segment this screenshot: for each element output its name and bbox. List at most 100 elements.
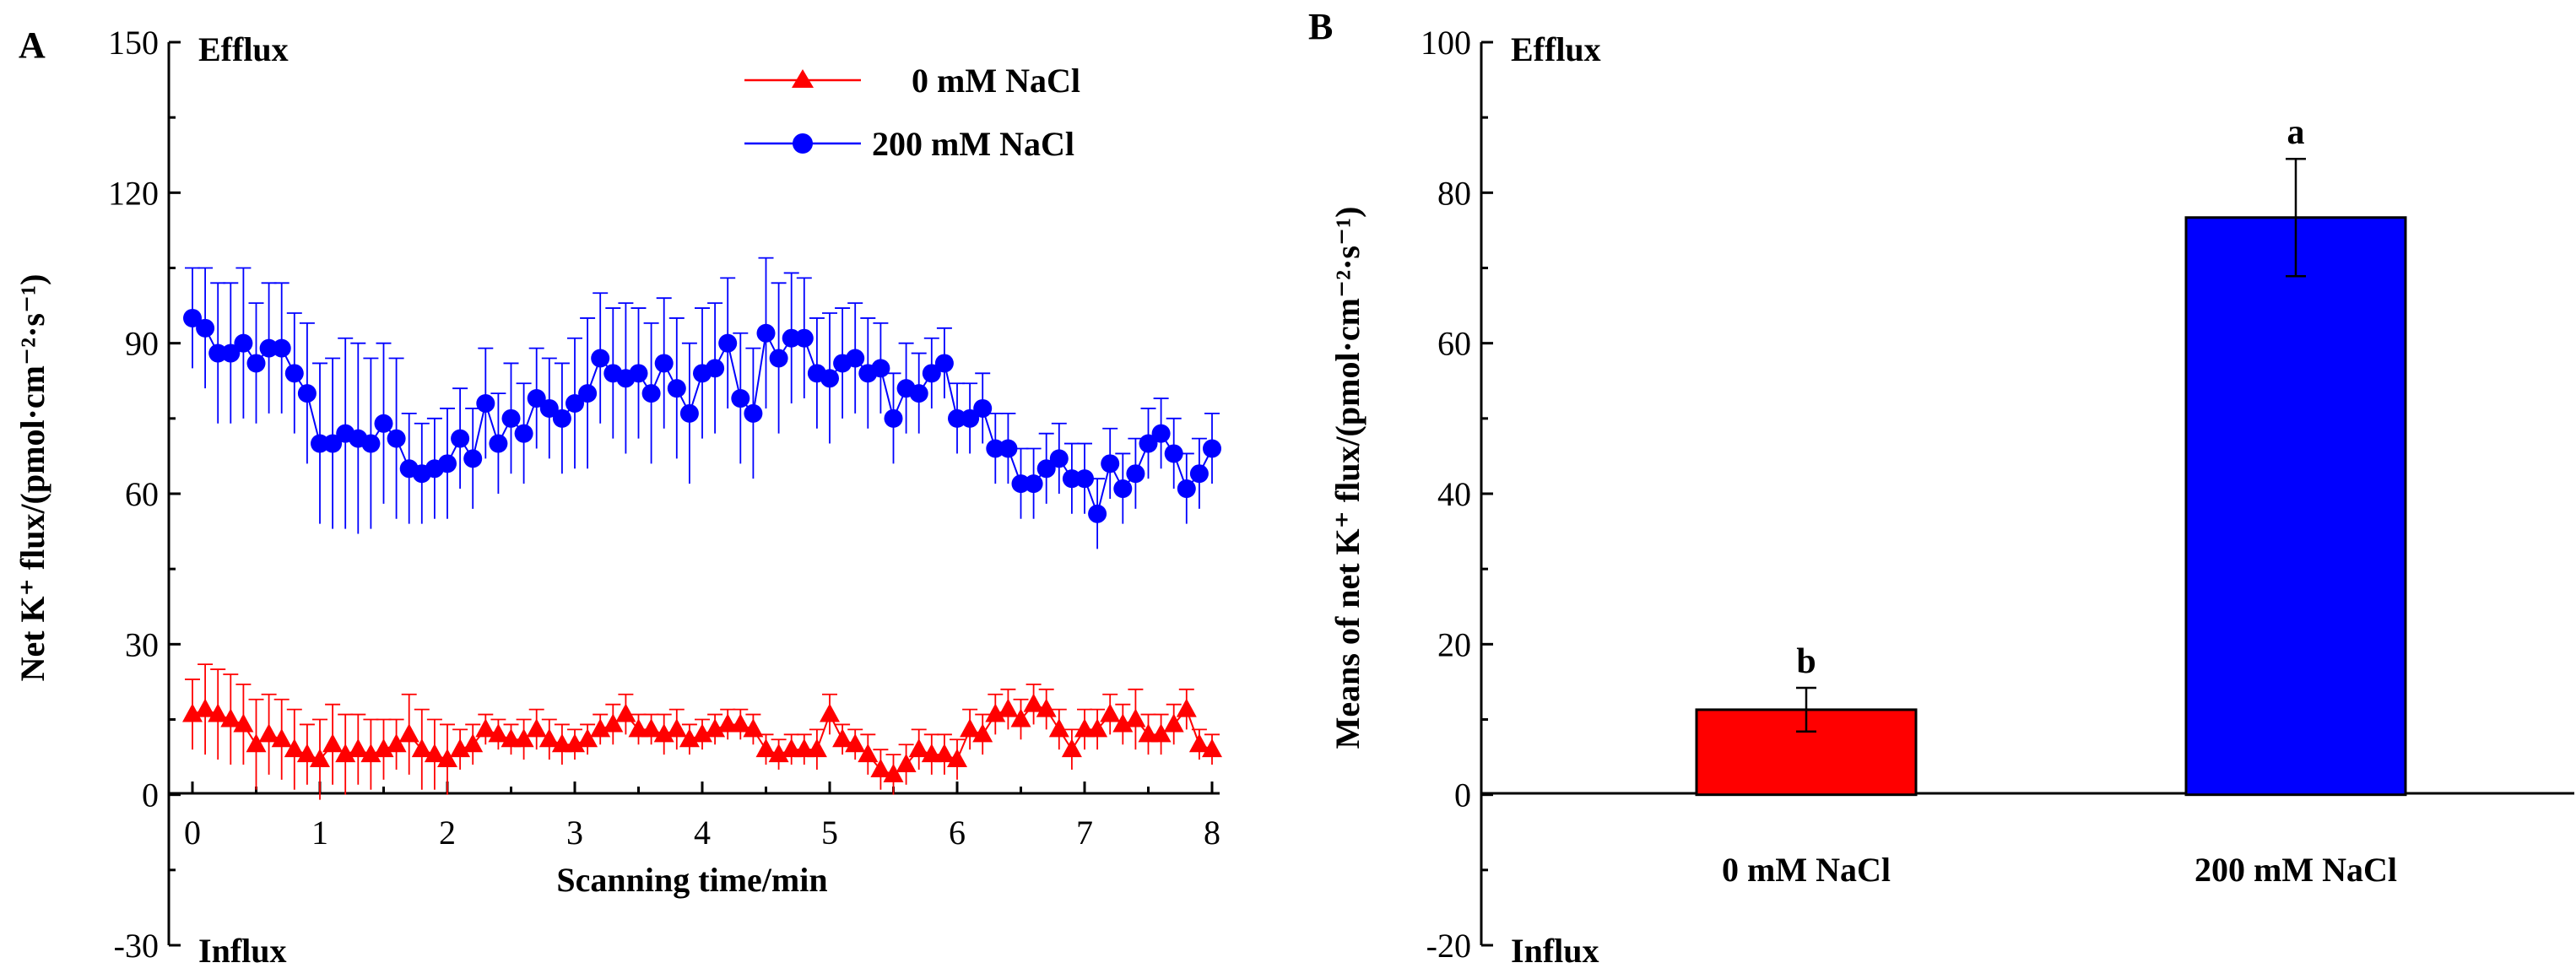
data-point	[744, 403, 763, 423]
data-point	[514, 424, 533, 443]
data-point	[1163, 713, 1184, 733]
data-point	[513, 728, 534, 748]
panel-b-label: B	[1308, 6, 1333, 47]
data-point	[985, 703, 1006, 722]
data-point	[629, 364, 648, 383]
data-point	[947, 749, 967, 768]
data-point	[488, 723, 509, 743]
panel-a-y-axis-title: Net K⁺ flux/(pmol·cm⁻²·s⁻¹)	[14, 274, 51, 682]
bar-category-label: 200 mM NaCl	[2194, 851, 2397, 889]
panel-a-y-tick-label: 60	[125, 475, 159, 513]
legend-label-200mm: 200 mM NaCl	[872, 125, 1074, 163]
data-point	[654, 354, 674, 373]
panel-a-y-tick-label: 150	[108, 24, 159, 62]
legend-label-0mm: 0 mM NaCl	[912, 62, 1080, 100]
data-point	[411, 738, 432, 758]
data-point	[348, 738, 369, 758]
data-point	[551, 733, 572, 753]
data-point	[1011, 474, 1031, 494]
panel-a-efflux-annotation: Efflux	[198, 30, 289, 68]
panel-a-influx-annotation: Influx	[198, 932, 287, 970]
data-point	[259, 338, 279, 358]
significance-letter: b	[1796, 642, 1816, 681]
bar-1	[2184, 216, 2407, 797]
data-point	[284, 364, 304, 383]
panel-a-x-tick-label: 1	[311, 814, 328, 852]
data-point	[884, 408, 903, 428]
data-point	[1061, 738, 1082, 758]
data-point	[883, 763, 904, 782]
data-point	[489, 434, 508, 453]
data-point	[986, 439, 1005, 458]
panel-b-y-ticks: -20 0 20 40 60 80 100	[1421, 24, 1493, 965]
data-point	[311, 434, 329, 453]
panel-a-x-tick-label: 5	[821, 814, 838, 852]
data-point	[820, 369, 839, 388]
legend-circle-marker	[793, 133, 813, 154]
data-point	[1023, 693, 1044, 712]
panel-a-x-tick-label: 3	[566, 814, 583, 852]
data-point	[374, 414, 393, 433]
data-point	[463, 733, 484, 753]
data-point	[1138, 723, 1159, 743]
data-point	[1164, 444, 1183, 463]
data-point	[182, 703, 203, 722]
data-point	[1112, 713, 1134, 733]
data-point	[1189, 464, 1209, 484]
data-point	[196, 318, 215, 338]
data-point	[1010, 708, 1031, 727]
panel-a-x-tick-label: 8	[1204, 814, 1220, 852]
data-point	[1151, 424, 1171, 443]
data-point	[934, 354, 954, 373]
data-point	[832, 728, 853, 748]
data-point	[565, 733, 585, 753]
data-point	[387, 429, 406, 448]
panel-a-legend: 0 mM NaCl 200 mM NaCl	[744, 62, 1080, 163]
data-point	[424, 744, 445, 763]
data-point	[246, 354, 266, 373]
data-point	[731, 389, 750, 408]
panel-a-x-axis-title: Scanning time/min	[556, 861, 827, 899]
data-point	[718, 333, 738, 353]
data-point	[1203, 439, 1221, 458]
data-point	[730, 713, 751, 733]
panel-b: B Efflux Influx Means of net K⁺ flux/(pm…	[1308, 6, 2574, 970]
data-point	[501, 728, 522, 748]
data-point	[297, 384, 317, 403]
data-point	[272, 338, 291, 358]
data-point	[692, 723, 712, 743]
data-point	[934, 744, 955, 763]
data-point	[922, 364, 941, 383]
data-point	[806, 738, 827, 758]
data-point	[463, 449, 483, 468]
panel-a-y-tick-label: -30	[114, 927, 159, 965]
panel-a-series-200mm	[183, 257, 1221, 549]
data-point	[706, 359, 725, 378]
data-point	[755, 738, 777, 758]
data-point	[1101, 454, 1120, 473]
data-point	[972, 723, 993, 743]
panel-b-axes	[1480, 42, 2574, 945]
data-point	[208, 343, 228, 363]
data-point	[438, 454, 457, 473]
data-point	[526, 718, 547, 738]
data-point	[1048, 718, 1069, 738]
data-point	[769, 349, 788, 368]
data-point	[1113, 479, 1133, 499]
data-point	[846, 349, 865, 368]
data-point	[335, 744, 356, 763]
panel-a-y-tick-label: 30	[125, 625, 159, 663]
panel-b-bars: b 0 mM NaCl a 200 mM NaCl	[1695, 113, 2407, 889]
panel-a-x-tick-label: 2	[439, 814, 456, 852]
data-point	[921, 744, 942, 763]
panel-a: A Efflux Influx Scanning time/min Net K⁺…	[14, 24, 1222, 970]
data-point	[1177, 479, 1196, 499]
data-point	[246, 733, 267, 753]
data-point	[909, 384, 928, 403]
panel-a-x-ticks: 0 1 2 3 4 5 6 7 8	[184, 782, 1220, 852]
data-point	[998, 439, 1018, 458]
panel-a-x-tick-label: 6	[949, 814, 966, 852]
data-point	[641, 384, 661, 403]
data-point	[501, 408, 521, 428]
panel-a-x-tick-label: 7	[1076, 814, 1093, 852]
